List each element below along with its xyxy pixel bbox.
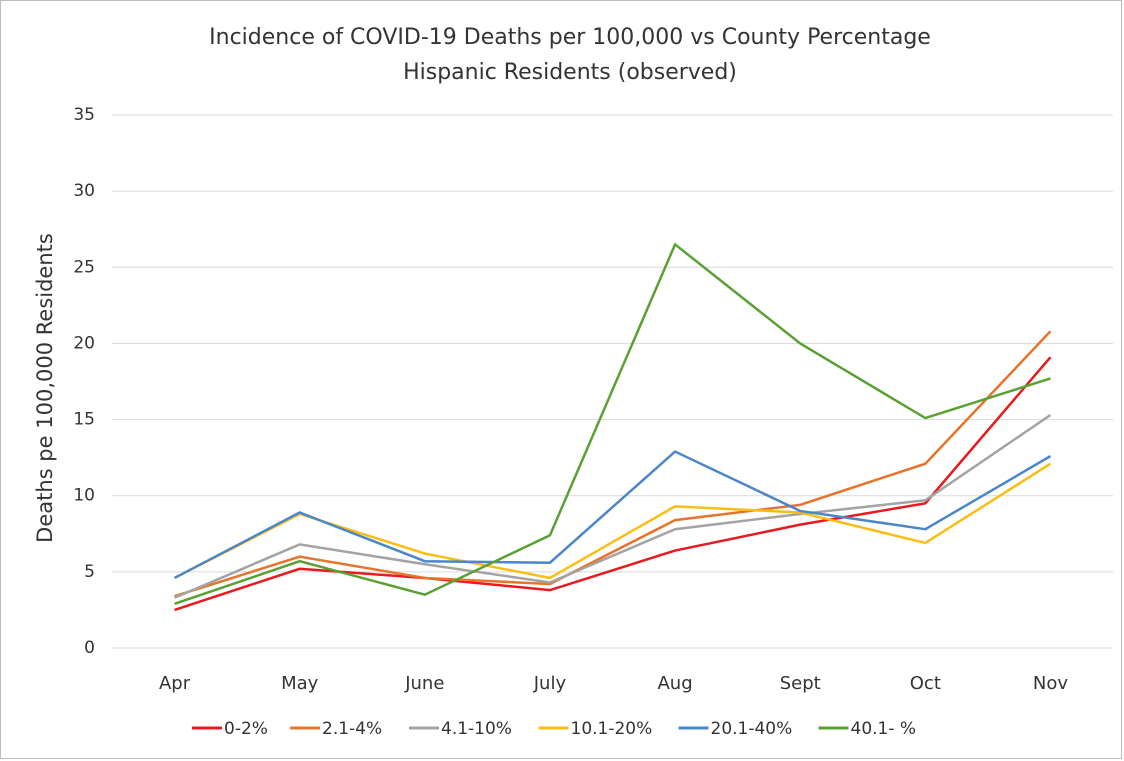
y-tick-label: 30: [73, 181, 95, 201]
x-tick-label: July: [533, 673, 567, 694]
series-line: [174, 356, 1052, 612]
x-tick-label: Aug: [657, 673, 692, 694]
y-tick-label: 20: [73, 333, 95, 353]
y-tick-label: 35: [73, 105, 95, 125]
chart-title: Hispanic Residents (observed): [403, 60, 737, 85]
y-tick-label: 0: [84, 638, 95, 658]
x-tick-label: Nov: [1033, 673, 1068, 694]
series-line: [174, 330, 1052, 598]
y-axis-label: Deaths pe 100,000 Residents: [33, 233, 57, 543]
series-line: [174, 242, 1051, 606]
series-line: [173, 450, 1052, 580]
legend-label: 10.1-20%: [571, 719, 653, 739]
x-tick-label: Sept: [780, 673, 821, 694]
x-tick-label: Oct: [910, 673, 941, 694]
y-tick-label: 15: [73, 410, 95, 430]
legend-label: 20.1-40%: [711, 719, 793, 739]
legend-label: 0-2%: [224, 719, 268, 739]
series-line: [174, 413, 1052, 599]
y-tick-label: 5: [84, 562, 95, 582]
x-tick-label: Apr: [159, 673, 191, 694]
chart-title: Incidence of COVID-19 Deaths per 100,000…: [209, 25, 931, 50]
x-tick-label: June: [404, 673, 444, 694]
y-tick-label: 10: [73, 486, 95, 506]
y-tick-label: 25: [73, 257, 95, 277]
legend-label: 4.1-10%: [441, 719, 512, 739]
legend-label: 2.1-4%: [322, 719, 382, 739]
x-tick-label: May: [281, 673, 319, 694]
legend-label: 40.1- %: [851, 719, 917, 739]
